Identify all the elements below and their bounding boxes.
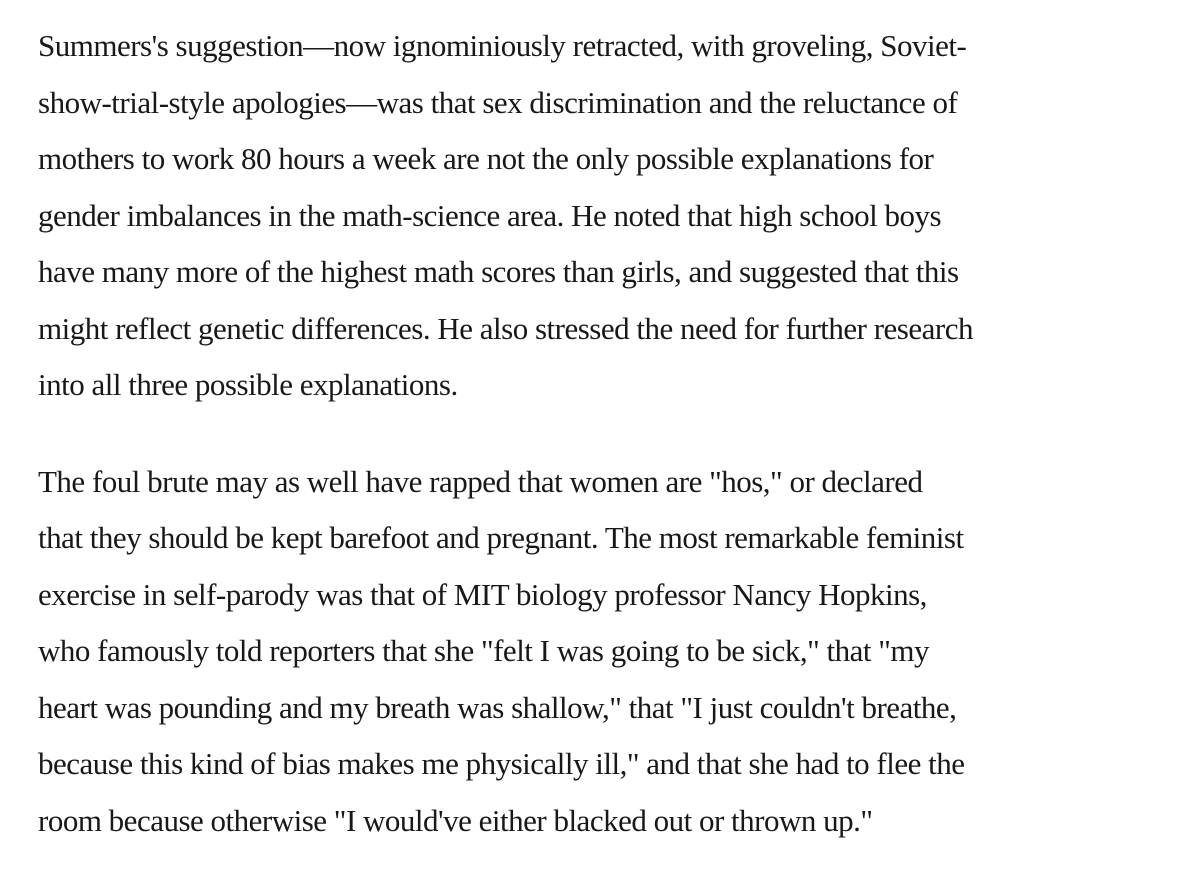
text-line: who famously told reporters that she "fe… [38, 633, 930, 668]
text-line: room because otherwise "I would've eithe… [38, 802, 873, 838]
text-line: exercise in self-parody was that of MIT … [38, 576, 927, 612]
text-line: Summers's suggestion—now ignominiously r… [38, 28, 967, 63]
article-text: Summers's suggestion—now ignominiously r… [38, 18, 1180, 849]
text-line: The foul brute may as well have rapped t… [38, 463, 923, 499]
text-line: heart was pounding and my breath was sha… [38, 689, 957, 725]
text-line: into all three possible explanations. [38, 367, 458, 402]
paragraph: The foul brute may as well have rapped t… [38, 454, 1180, 850]
text-line: because this kind of bias makes me physi… [38, 746, 965, 781]
text-line: gender imbalances in the math-science ar… [38, 197, 942, 233]
text-line: show-trial-style apologies—was that sex … [38, 84, 958, 120]
text-line: have many more of the highest math score… [38, 254, 959, 289]
paragraph: Summers's suggestion—now ignominiously r… [38, 18, 1180, 414]
text-line: that they should be kept barefoot and pr… [38, 520, 964, 555]
text-line: might reflect genetic differences. He al… [38, 310, 973, 346]
text-line: mothers to work 80 hours a week are not … [38, 141, 934, 176]
